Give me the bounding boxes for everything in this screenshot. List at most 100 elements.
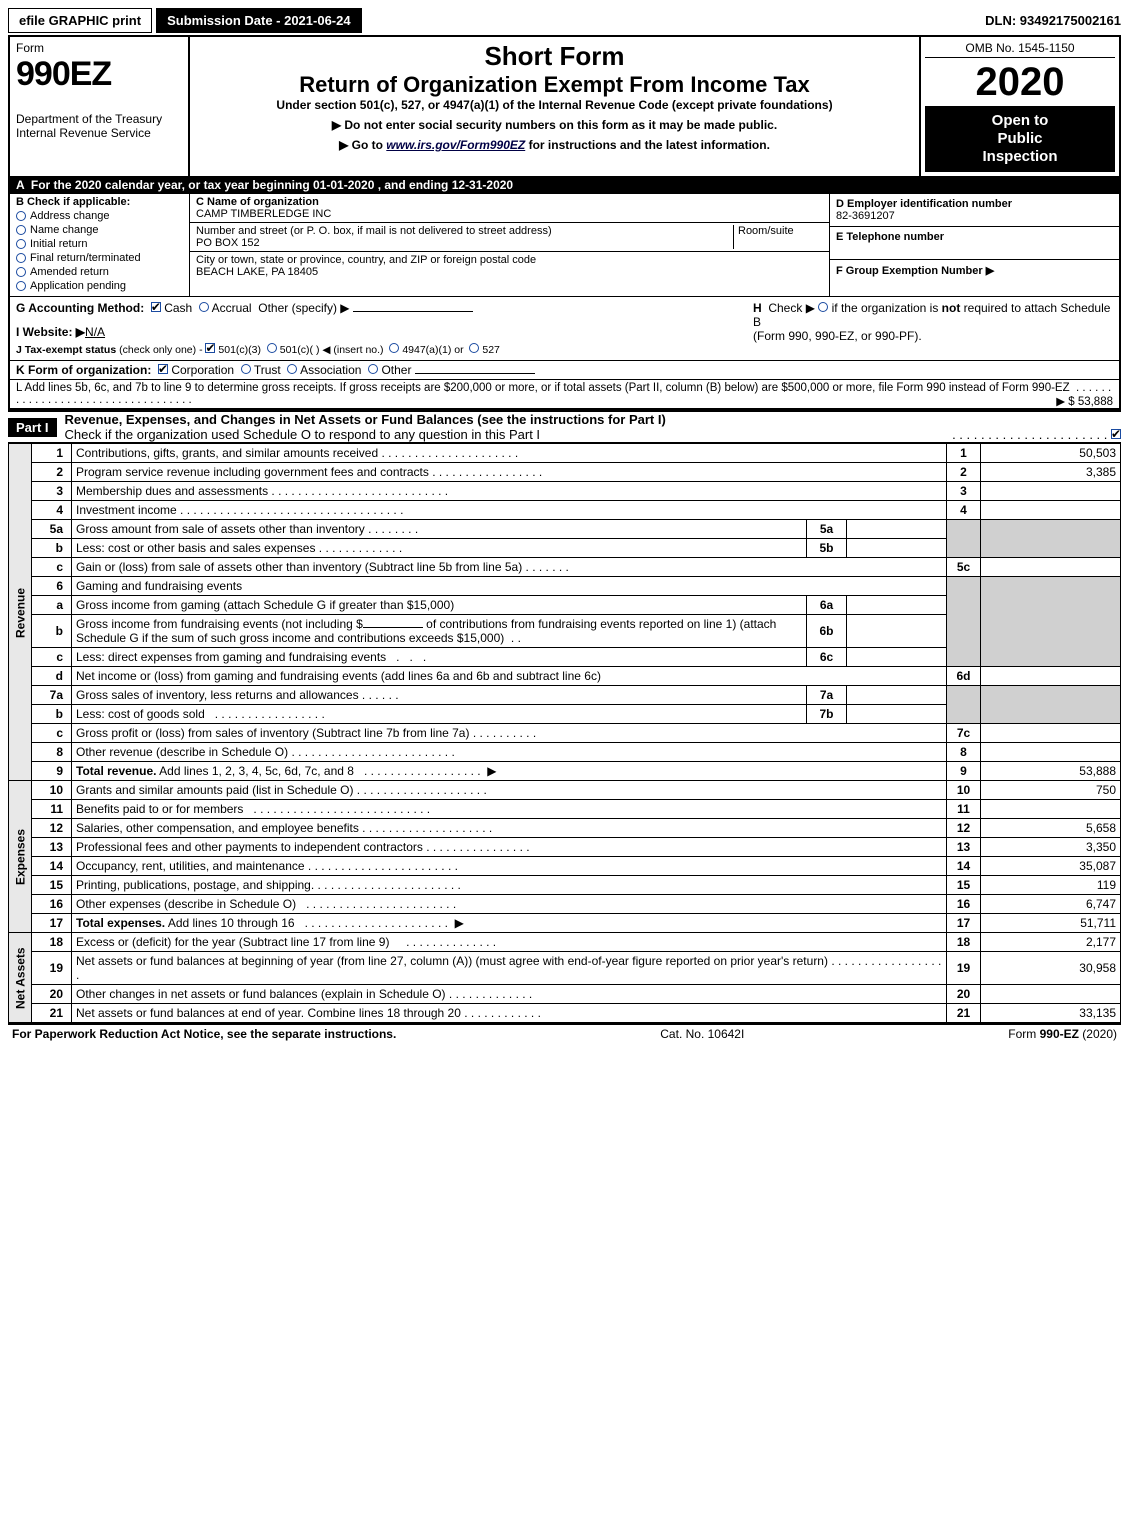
cell-E: E Telephone number bbox=[830, 227, 1119, 260]
chk-cash[interactable] bbox=[151, 302, 161, 312]
table-row: 6 Gaming and fundraising events bbox=[9, 577, 1121, 596]
line-num: c bbox=[32, 724, 72, 743]
line-num: 3 bbox=[32, 482, 72, 501]
chk-trust[interactable] bbox=[241, 364, 251, 374]
chk-assoc[interactable] bbox=[287, 364, 297, 374]
goto-post: for instructions and the latest informat… bbox=[525, 138, 770, 152]
shade-cell bbox=[981, 686, 1121, 724]
k-label: K Form of organization: bbox=[16, 363, 151, 377]
row-K: K Form of organization: Corporation Trus… bbox=[10, 360, 1119, 379]
chk-initial-return[interactable]: Initial return bbox=[16, 238, 183, 250]
i-label: I Website: ▶ bbox=[16, 325, 85, 339]
chk-501c3[interactable] bbox=[205, 343, 215, 353]
amount: 35,087 bbox=[981, 857, 1121, 876]
form-header: Form 990EZ Department of the Treasury In… bbox=[8, 35, 1121, 176]
form-title-box: Short Form Return of Organization Exempt… bbox=[190, 37, 919, 176]
info-grid: B Check if applicable: Address change Na… bbox=[10, 194, 1119, 296]
mid-num: 5a bbox=[807, 520, 847, 539]
chk-name-change[interactable]: Name change bbox=[16, 224, 183, 236]
line-num: 13 bbox=[32, 838, 72, 857]
table-row: 3 Membership dues and assessments . . . … bbox=[9, 482, 1121, 501]
amount bbox=[981, 724, 1121, 743]
B-title: B Check if applicable: bbox=[16, 196, 183, 208]
street-label: Number and street (or P. O. box, if mail… bbox=[196, 225, 552, 237]
line-num: 21 bbox=[32, 1004, 72, 1023]
line-num: a bbox=[32, 596, 72, 615]
table-row: c Gross profit or (loss) from sales of i… bbox=[9, 724, 1121, 743]
col-right: D Employer identification number 82-3691… bbox=[829, 194, 1119, 296]
mid-amt bbox=[847, 539, 947, 558]
table-row: 13 Professional fees and other payments … bbox=[9, 838, 1121, 857]
row-H: H Check ▶ if the organization is not req… bbox=[753, 301, 1113, 356]
line-text: Net income or (loss) from gaming and fun… bbox=[72, 667, 947, 686]
line-text: Net assets or fund balances at end of ye… bbox=[76, 1006, 461, 1020]
g-accrual: Accrual bbox=[212, 301, 252, 315]
chk-corp[interactable] bbox=[158, 364, 168, 374]
mid-num: 6b bbox=[807, 615, 847, 648]
table-row: 9 Total revenue. Add lines 1, 2, 3, 4, 5… bbox=[9, 762, 1121, 781]
city-label: City or town, state or province, country… bbox=[196, 254, 536, 266]
line-text: Less: cost of goods sold bbox=[76, 707, 205, 721]
right-num: 3 bbox=[947, 482, 981, 501]
row-G: G Accounting Method: Cash Accrual Other … bbox=[16, 301, 733, 356]
right-num: 17 bbox=[947, 914, 981, 933]
line-text: Gross amount from sale of assets other t… bbox=[76, 522, 365, 536]
header-info-block: A For the 2020 calendar year, or tax yea… bbox=[8, 176, 1121, 410]
chk-4947[interactable] bbox=[389, 343, 399, 353]
amount bbox=[981, 558, 1121, 577]
amount bbox=[981, 743, 1121, 762]
chk-501c[interactable] bbox=[267, 343, 277, 353]
k-o3: Association bbox=[300, 363, 361, 377]
right-num: 14 bbox=[947, 857, 981, 876]
circle-icon bbox=[16, 267, 26, 277]
chk-other-org[interactable] bbox=[368, 364, 378, 374]
row-G-H: G Accounting Method: Cash Accrual Other … bbox=[10, 296, 1119, 360]
chk-schedule-o[interactable] bbox=[1111, 429, 1121, 439]
table-row: 12 Salaries, other compensation, and emp… bbox=[9, 819, 1121, 838]
l-amount: ▶ $ 53,888 bbox=[1056, 394, 1113, 408]
f-label: F Group Exemption Number ▶ bbox=[836, 265, 994, 277]
amount bbox=[981, 800, 1121, 819]
efile-button[interactable]: efile GRAPHIC print bbox=[8, 8, 152, 33]
line-num: b bbox=[32, 615, 72, 648]
mid-amt bbox=[847, 615, 947, 648]
line-num: b bbox=[32, 539, 72, 558]
footer-left: For Paperwork Reduction Act Notice, see … bbox=[12, 1027, 396, 1041]
line-text: Gross profit or (loss) from sales of inv… bbox=[76, 726, 469, 740]
goto-pre: ▶ Go to bbox=[339, 138, 386, 152]
circle-icon bbox=[16, 211, 26, 221]
form-word: Form bbox=[16, 41, 182, 55]
shade-cell bbox=[947, 577, 981, 667]
line-text: Gross income from gaming (attach Schedul… bbox=[72, 596, 807, 615]
line-text: Total expenses. bbox=[76, 916, 165, 930]
table-row: 8 Other revenue (describe in Schedule O)… bbox=[9, 743, 1121, 762]
chk-address-change[interactable]: Address change bbox=[16, 210, 183, 222]
line-num: 14 bbox=[32, 857, 72, 876]
e-label: E Telephone number bbox=[836, 231, 944, 243]
chk-527[interactable] bbox=[469, 343, 479, 353]
table-row: 5a Gross amount from sale of assets othe… bbox=[9, 520, 1121, 539]
table-row: 4 Investment income . . . . . . . . . . … bbox=[9, 501, 1121, 520]
part-1-label: Part I bbox=[8, 418, 57, 437]
shade-cell bbox=[981, 577, 1121, 667]
other-org-line bbox=[415, 373, 535, 374]
h-text1: Check ▶ bbox=[768, 301, 815, 315]
line-num: 11 bbox=[32, 800, 72, 819]
row-A: A For the 2020 calendar year, or tax yea… bbox=[10, 176, 1119, 194]
c-label: C Name of organization bbox=[196, 196, 319, 208]
chk-final-return[interactable]: Final return/terminated bbox=[16, 252, 183, 264]
table-row: 7a Gross sales of inventory, less return… bbox=[9, 686, 1121, 705]
chk-amended-return[interactable]: Amended return bbox=[16, 266, 183, 278]
omb-number: OMB No. 1545-1150 bbox=[925, 41, 1115, 58]
chk-schedule-b[interactable] bbox=[818, 302, 828, 312]
h-label: H bbox=[753, 301, 762, 315]
amount: 51,711 bbox=[981, 914, 1121, 933]
insp-1: Open to bbox=[992, 112, 1049, 129]
chk-accrual[interactable] bbox=[199, 302, 209, 312]
chk-application-pending[interactable]: Application pending bbox=[16, 280, 183, 292]
irs-link[interactable]: www.irs.gov/Form990EZ bbox=[386, 138, 525, 152]
line-num: 15 bbox=[32, 876, 72, 895]
line-text: Printing, publications, postage, and shi… bbox=[76, 878, 314, 892]
org-name: CAMP TIMBERLEDGE INC bbox=[196, 208, 331, 220]
other-specify-line bbox=[353, 311, 473, 312]
